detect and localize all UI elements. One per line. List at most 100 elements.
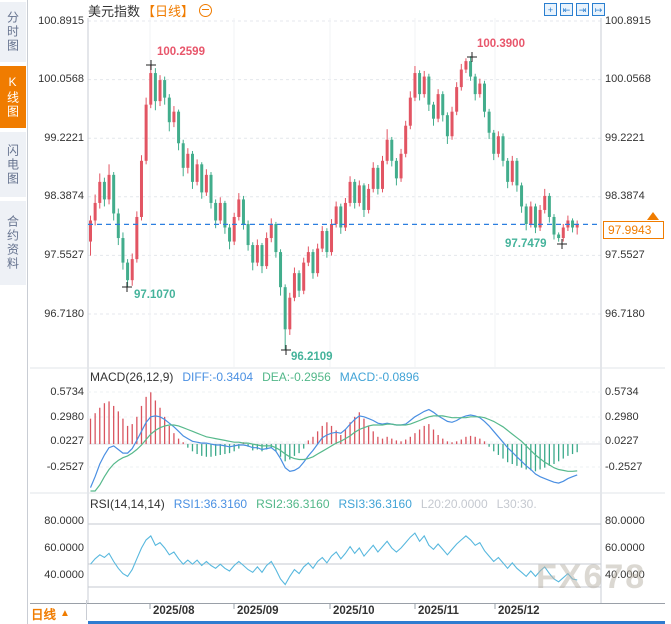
candle-body xyxy=(316,248,320,274)
candle-body xyxy=(469,61,473,77)
candle-body xyxy=(464,61,468,70)
candle-body xyxy=(334,206,338,224)
sidebar-item-contract-info[interactable]: 合约资料 xyxy=(0,201,26,285)
candle-body xyxy=(311,252,315,274)
candle-body xyxy=(552,216,556,235)
candle-body xyxy=(533,206,537,228)
candle-body xyxy=(529,206,533,224)
period-selector[interactable]: 日线 ▲ xyxy=(31,604,70,623)
chart-toolbar: + ⇤ ⇥ ↦ xyxy=(544,3,605,16)
candle-body xyxy=(255,245,259,263)
candle-body xyxy=(139,160,143,217)
sidebar-item-label: 闪电图 xyxy=(5,143,20,186)
candle-body xyxy=(436,94,440,119)
zoom-out-icon[interactable]: ⇤ xyxy=(560,3,573,16)
macd-axis-label-left: 0.2980 xyxy=(50,410,84,423)
candle-body xyxy=(492,132,496,154)
candle-body xyxy=(339,206,343,228)
candle-body xyxy=(381,160,385,189)
candle-body xyxy=(297,273,301,291)
rsi-axis-label-right: 80.0000 xyxy=(605,514,645,527)
candle-body xyxy=(274,223,278,253)
rsi1-value: RSI1:36.3160 xyxy=(173,497,248,511)
candle-body xyxy=(204,174,208,193)
sidebar-item-kline-chart[interactable]: K线图 xyxy=(0,66,26,128)
x-axis-date-label: 2025/12 xyxy=(498,605,540,617)
candle-body xyxy=(441,94,445,116)
candle-body xyxy=(214,202,218,221)
main-axis-label-right: 100.8915 xyxy=(605,14,651,27)
candle-body xyxy=(459,69,463,88)
candle-body xyxy=(302,262,306,291)
candle-body xyxy=(135,216,139,260)
collapse-circle-minus-icon[interactable] xyxy=(199,3,213,17)
candle-body xyxy=(172,111,176,123)
candle-body xyxy=(190,153,194,182)
candle-body xyxy=(130,259,134,281)
sidebar-item-time-chart[interactable]: 分时图 xyxy=(0,2,26,62)
period-selector-label: 日线 xyxy=(31,608,57,622)
candle-body xyxy=(89,220,92,242)
sidebar: 分时图 K线图 闪电图 合约资料 xyxy=(0,0,28,624)
candle-body xyxy=(121,238,125,263)
candle-body xyxy=(320,231,324,249)
macd-axis-label-right: 0.2980 xyxy=(605,410,639,423)
candle-body xyxy=(571,220,575,228)
candle-body xyxy=(353,181,357,203)
current-price-arrow-icon xyxy=(647,212,659,220)
macd-diff-line xyxy=(89,408,578,488)
candle-body xyxy=(288,297,292,330)
sidebar-item-label: 分时图 xyxy=(5,11,20,53)
candle-body xyxy=(520,185,524,207)
candle-body xyxy=(367,188,371,210)
candle-body xyxy=(218,202,222,221)
rsi2-value: RSI2:36.3160 xyxy=(256,497,330,511)
candle-body xyxy=(144,104,148,161)
rsi-title: RSI(14,14,14) xyxy=(90,497,165,511)
x-axis-date-label: 2025/08 xyxy=(153,605,195,617)
candle-body xyxy=(445,115,449,137)
candle-body xyxy=(181,143,185,168)
candle-body xyxy=(501,136,505,161)
candle-body xyxy=(343,202,347,228)
zoom-in-icon[interactable]: ⇥ xyxy=(576,3,589,16)
bottom-scrollbar[interactable] xyxy=(88,621,665,624)
macd-title: MACD(26,12,9) xyxy=(90,370,174,384)
candle-body xyxy=(112,174,116,214)
macd-axis-label-right: 0.0227 xyxy=(605,435,639,448)
candle-body xyxy=(427,76,431,105)
macd-diff-value: DIFF:-0.3404 xyxy=(182,370,254,384)
candle-body xyxy=(126,262,130,281)
candle-body xyxy=(390,139,394,161)
main-axis-label-right: 96.7180 xyxy=(605,307,645,320)
candle-body xyxy=(237,199,241,217)
candle-body xyxy=(325,231,329,253)
sidebar-item-lightning-chart[interactable]: 闪电图 xyxy=(0,132,26,197)
candle-body xyxy=(455,87,459,112)
candle-body xyxy=(260,245,264,267)
candle-body xyxy=(200,164,204,193)
candle-body xyxy=(269,223,273,239)
candle-body xyxy=(482,83,486,112)
macd-axis-label-right: -0.2527 xyxy=(605,460,643,473)
candle-body xyxy=(163,80,167,98)
rsi-line xyxy=(90,532,578,586)
rsi-axis-label-left: 80.0000 xyxy=(44,514,84,527)
candle-body xyxy=(371,167,375,189)
candle-body xyxy=(357,185,361,203)
candle-body xyxy=(515,160,519,186)
rsi-axis-label-right: 40.0000 xyxy=(605,568,645,581)
price-annotation: 97.1070 xyxy=(134,289,176,301)
candle-body xyxy=(506,160,510,182)
main-axis-label-left: 100.0568 xyxy=(38,73,84,86)
candle-body xyxy=(107,174,111,200)
candle-body xyxy=(473,76,477,95)
candle-body xyxy=(561,227,565,239)
crosshair-icon[interactable]: + xyxy=(544,3,557,16)
candle-body xyxy=(394,160,398,179)
jump-latest-icon[interactable]: ↦ xyxy=(592,3,605,16)
macd-header: MACD(26,12,9) DIFF:-0.3404 DEA:-0.2956 M… xyxy=(90,370,419,384)
price-annotation: 96.2109 xyxy=(291,351,333,363)
